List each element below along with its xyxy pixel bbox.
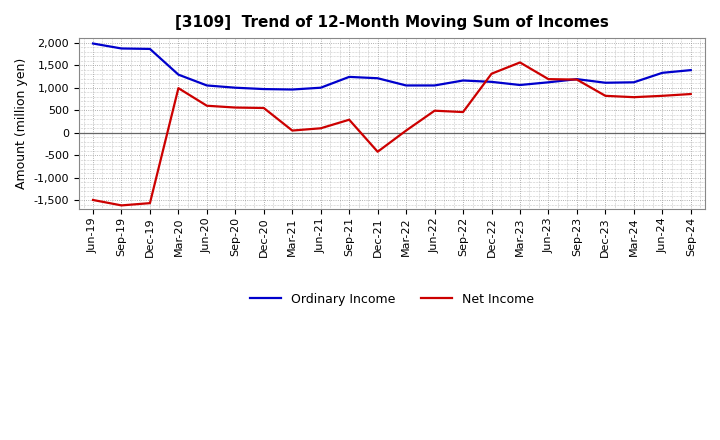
- Net Income: [601, 93, 610, 99]
- Y-axis label: Amount (million yen): Amount (million yen): [15, 58, 28, 189]
- Net Income: [202, 103, 211, 108]
- Net Income: [516, 60, 524, 65]
- Ordinary Income: [431, 83, 439, 88]
- Ordinary Income: [174, 72, 183, 77]
- Line: Ordinary Income: Ordinary Income: [93, 44, 690, 89]
- Ordinary Income: [402, 83, 410, 88]
- Ordinary Income: [89, 41, 97, 46]
- Net Income: [402, 128, 410, 133]
- Net Income: [117, 203, 126, 208]
- Net Income: [686, 92, 695, 97]
- Net Income: [145, 201, 154, 206]
- Ordinary Income: [288, 87, 297, 92]
- Net Income: [572, 77, 581, 82]
- Ordinary Income: [459, 78, 467, 83]
- Ordinary Income: [544, 80, 553, 85]
- Net Income: [487, 71, 496, 77]
- Net Income: [374, 149, 382, 154]
- Net Income: [174, 85, 183, 91]
- Ordinary Income: [658, 70, 667, 76]
- Title: [3109]  Trend of 12-Month Moving Sum of Incomes: [3109] Trend of 12-Month Moving Sum of I…: [175, 15, 609, 30]
- Net Income: [629, 95, 638, 100]
- Net Income: [231, 105, 240, 110]
- Legend: Ordinary Income, Net Income: Ordinary Income, Net Income: [245, 288, 539, 311]
- Net Income: [431, 108, 439, 114]
- Ordinary Income: [259, 86, 268, 92]
- Net Income: [259, 105, 268, 110]
- Ordinary Income: [374, 76, 382, 81]
- Ordinary Income: [686, 67, 695, 73]
- Net Income: [89, 198, 97, 203]
- Ordinary Income: [231, 85, 240, 90]
- Ordinary Income: [345, 74, 354, 80]
- Ordinary Income: [316, 85, 325, 90]
- Ordinary Income: [516, 82, 524, 88]
- Ordinary Income: [572, 77, 581, 82]
- Net Income: [459, 110, 467, 115]
- Line: Net Income: Net Income: [93, 62, 690, 205]
- Ordinary Income: [629, 80, 638, 85]
- Ordinary Income: [487, 79, 496, 84]
- Ordinary Income: [601, 80, 610, 85]
- Net Income: [345, 117, 354, 122]
- Net Income: [544, 77, 553, 82]
- Ordinary Income: [145, 46, 154, 51]
- Net Income: [316, 126, 325, 131]
- Net Income: [288, 128, 297, 133]
- Net Income: [658, 93, 667, 99]
- Ordinary Income: [117, 46, 126, 51]
- Ordinary Income: [202, 83, 211, 88]
